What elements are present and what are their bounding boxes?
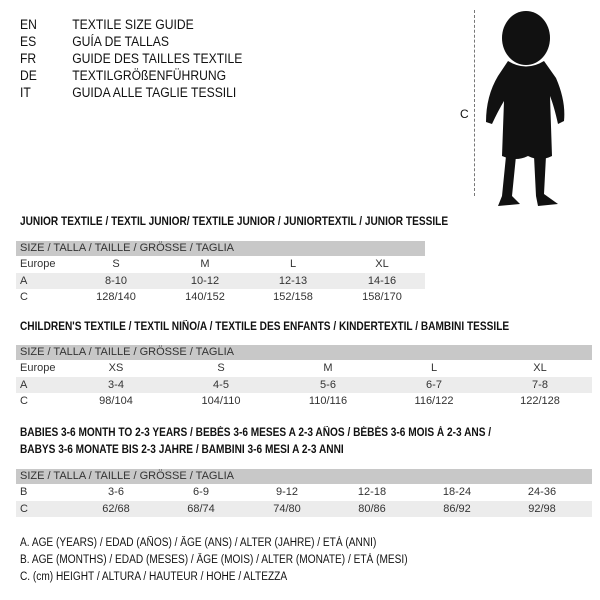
language-code: EN [20,17,37,32]
table-cell: 86/92 [443,502,471,515]
table-cell: M [200,258,210,270]
size-table: SIZE / TALLA / TAILLE / GRÖSSE / TAGLIA E… [16,345,592,410]
table-cell: M [323,362,333,374]
table-cell: 6-7 [426,378,442,391]
table-cell: 128/140 [96,291,136,303]
table-cell: 158/170 [362,291,402,303]
table-row: Europe XS S M L XL [16,360,592,377]
guide-title: GUIDE DES TAILLES TEXTILE [72,51,243,66]
table-cell: 12-18 [357,486,387,498]
table-cell: L [430,362,438,374]
table-header: SIZE / TALLA / TAILLE / GRÖSSE / TAGLIA [16,469,592,484]
table-row: C 62/68 68/74 74/80 80/86 86/92 92/98 [16,500,592,517]
guide-title: GUÍA DE TALLAS [72,34,169,49]
header-line: FR GUIDE DES TAILLES TEXTILE [20,50,242,67]
table-cell: 3-4 [108,378,124,391]
row-label: A [20,274,28,287]
table-cell: 62/68 [102,502,130,515]
table-row: A 3-4 4-5 5-6 6-7 7-8 [16,376,592,393]
legend-line: B. AGE (MONTHS) / EDAD (MESES) / ÂGE (MO… [20,554,408,566]
row-label: C [20,291,28,303]
language-code: DE [20,68,37,83]
table-row: A 8-10 10-12 12-13 14-16 [16,272,425,289]
table-cell: XL [375,258,389,270]
table-cell: XL [533,362,547,374]
guide-title: GUIDA ALLE TAGLIE TESSILI [72,85,237,100]
row-label: Europe [20,258,56,270]
section-title: CHILDREN'S TEXTILE / TEXTIL NIÑO/A / TEX… [20,321,510,333]
table-cell: 74/80 [273,502,301,515]
section-title: BABIES 3-6 MONTH TO 2-3 YEARS / BEBÉS 3-… [20,427,492,439]
legend-line: A. AGE (YEARS) / EDAD (AÑOS) / ÂGE (ANS)… [20,537,377,549]
table-cell: 116/122 [414,395,454,407]
table-cell: 5-6 [320,378,336,391]
table-cell: 3-6 [108,486,124,498]
table-header: SIZE / TALLA / TAILLE / GRÖSSE / TAGLIA [16,345,592,360]
table-cell: 9-12 [275,486,299,498]
language-code: ES [20,34,37,49]
section-title: JUNIOR TEXTILE / TEXTIL JUNIOR/ TEXTILE … [20,216,449,228]
table-cell: 18-24 [442,486,472,498]
section-title: BABYS 3-6 MONATE BIS 2-3 JAHRE / BAMBINI… [20,444,344,456]
table-cell: S [217,362,225,374]
size-table: SIZE / TALLA / TAILLE / GRÖSSE / TAGLIA B… [16,469,592,517]
table-cell: 8-10 [104,274,128,287]
header-line: IT GUIDA ALLE TAGLIE TESSILI [20,84,236,101]
header-line: ES GUÍA DE TALLAS [20,33,169,50]
table-cell: 6-9 [193,486,209,498]
row-label: B [20,486,28,498]
table-cell: 104/110 [201,395,241,407]
table-row: B 3-6 6-9 9-12 12-18 18-24 24-36 [16,484,592,501]
table-cell: 110/116 [308,395,348,407]
table-cell: 68/74 [187,502,215,515]
table-cell: L [289,258,297,270]
table-cell: S [112,258,120,270]
header-line: DE TEXTILGRÖßENFÜHRUNG [20,67,226,84]
table-cell: 14-16 [367,274,397,287]
table-row: C 98/104 104/110 110/116 116/122 122/128 [16,393,592,410]
table-cell: 7-8 [532,378,548,391]
measure-label: C [460,107,469,121]
table-cell: 80/86 [358,502,386,515]
table-cell: 12-13 [278,274,308,287]
language-code: IT [20,85,31,100]
measure-line [474,10,475,196]
table-cell: 122/128 [520,395,560,407]
table-cell: 10-12 [190,274,220,287]
guide-title: TEXTILE SIZE GUIDE [72,17,194,32]
language-code: FR [20,51,37,66]
row-label: C [20,502,28,515]
table-header: SIZE / TALLA / TAILLE / GRÖSSE / TAGLIA [16,241,425,256]
child-silhouette-icon [486,11,565,206]
table-cell: XS [108,362,124,374]
guide-title: TEXTILGRÖßENFÜHRUNG [72,68,227,83]
header-line: EN TEXTILE SIZE GUIDE [20,16,194,33]
table-cell: 92/98 [528,502,556,515]
table-row: C 128/140 140/152 152/158 158/170 [16,289,425,306]
size-table: SIZE / TALLA / TAILLE / GRÖSSE / TAGLIA E… [16,241,425,306]
row-label: Europe [20,362,56,374]
table-cell: 98/104 [99,395,133,407]
row-label: C [20,395,28,407]
table-cell: 4-5 [213,378,229,391]
table-cell: 140/152 [185,291,225,303]
table-cell: 24-36 [527,486,557,498]
table-cell: 152/158 [273,291,313,303]
legend-line: C. (cm) HEIGHT / ALTURA / HAUTEUR / HÖHE… [20,571,288,583]
table-row: Europe S M L XL [16,256,425,273]
row-label: A [20,378,28,391]
